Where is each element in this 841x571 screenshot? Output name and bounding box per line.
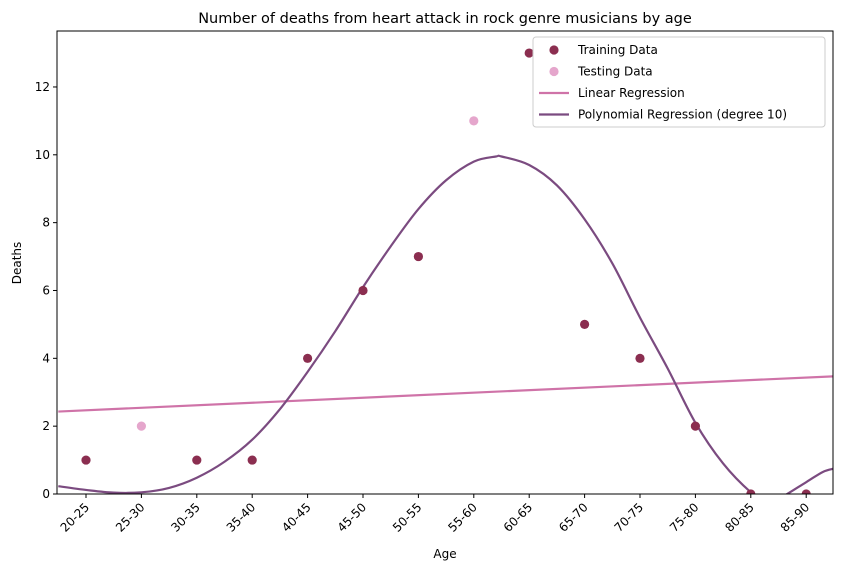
y-tick-label: 12	[35, 80, 50, 94]
y-tick-label: 6	[42, 283, 50, 297]
legend-label: Linear Regression	[578, 86, 685, 100]
testing-data-point	[136, 421, 146, 431]
x-tick-label: 60-65	[501, 500, 536, 535]
x-tick-label: 30-35	[168, 500, 203, 535]
x-axis: 20-25 25-30 30-35 35-40 40-45 45-50 50-55 55-60…	[58, 494, 813, 535]
legend-label: Testing Data	[577, 65, 653, 79]
training-data-point	[746, 489, 756, 494]
training-data-point	[81, 455, 91, 465]
x-axis-label: Age	[433, 547, 456, 561]
x-tick-label: 40-45	[279, 500, 314, 535]
x-tick-label: 85-90	[778, 500, 813, 535]
training-data-point	[358, 285, 368, 296]
x-tick-label: 80-85	[722, 500, 757, 535]
legend-label: Training Data	[577, 43, 658, 57]
x-tick-label: 25-30	[113, 500, 148, 535]
plot-area	[58, 48, 833, 494]
training-data-point	[303, 353, 313, 363]
y-tick-label: 8	[42, 216, 50, 230]
x-tick-label: 20-25	[58, 500, 93, 535]
training-data-point	[580, 319, 590, 330]
x-tick-label: 65-70	[556, 500, 591, 535]
x-tick-label: 75-80	[667, 500, 702, 535]
y-tick-label: 0	[42, 487, 50, 501]
training-data-point	[413, 251, 423, 262]
x-tick-label: 45-50	[335, 500, 370, 535]
y-axis-label: Deaths	[10, 242, 24, 285]
x-tick-label: 70-75	[612, 500, 647, 535]
y-tick-label: 2	[42, 419, 50, 433]
chart-title: Number of deaths from heart attack in ro…	[198, 11, 692, 27]
training-data-point	[247, 455, 257, 465]
legend: Training Data Testing Data Linear Regressi…	[532, 36, 826, 128]
y-tick-label: 4	[42, 351, 50, 365]
legend-label: Polynomial Regression (degree 10)	[578, 108, 787, 122]
training-data-point	[524, 48, 534, 58]
training-data-point	[690, 421, 701, 431]
training-data-point	[192, 455, 202, 465]
x-tick-label: 55-60	[445, 500, 480, 535]
polynomial-regression-line	[58, 154, 833, 494]
plot-content	[58, 48, 833, 494]
y-axis: 0 2 4 6 8 10 12	[35, 80, 57, 501]
legend-marker	[549, 45, 559, 55]
y-tick-label: 10	[35, 148, 50, 162]
x-tick-label: 50-55	[390, 500, 425, 535]
legend-box	[532, 36, 826, 128]
plot-frame	[56, 30, 834, 495]
legend-marker	[549, 66, 559, 77]
x-tick-label: 35-40	[224, 500, 259, 535]
testing-data-point	[469, 116, 479, 126]
linear-regression-line	[58, 375, 833, 413]
training-data-point	[801, 489, 811, 494]
training-data-point	[635, 353, 645, 363]
